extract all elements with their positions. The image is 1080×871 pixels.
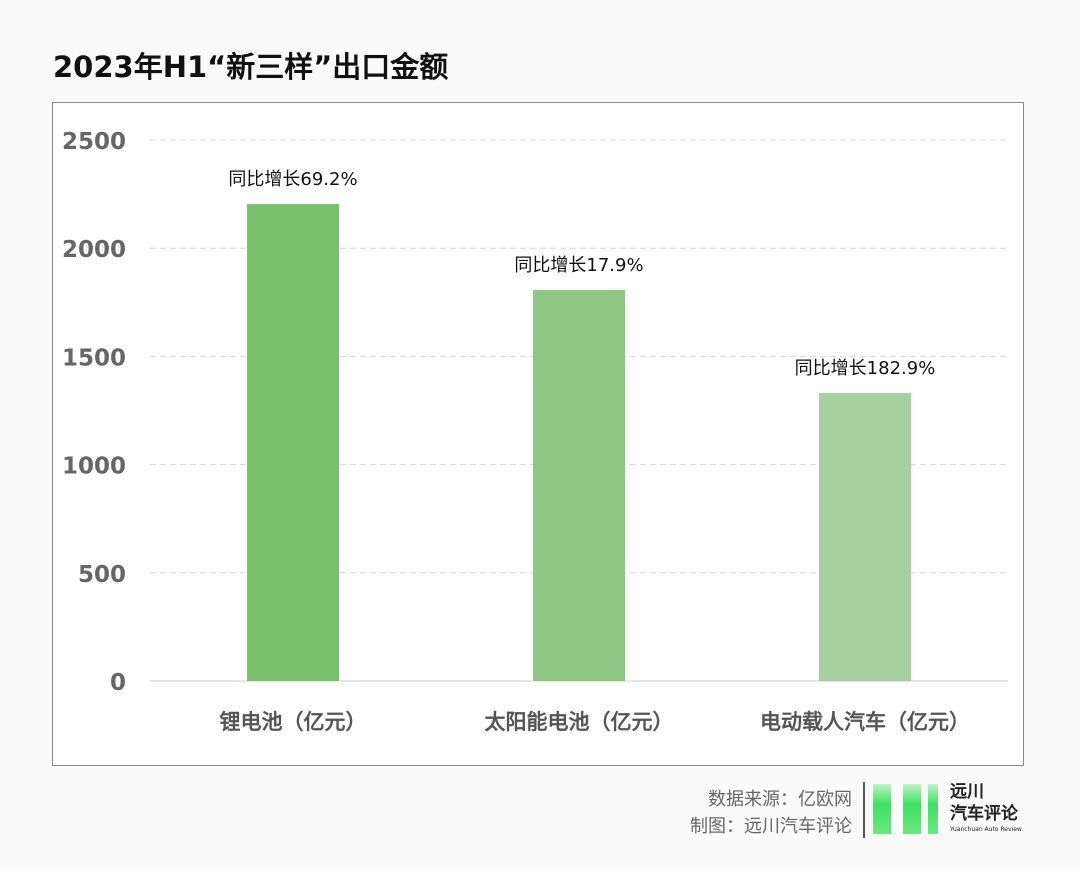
logo-mark-bar bbox=[903, 784, 921, 834]
x-tick-label: 太阳能电池（亿元） bbox=[485, 710, 674, 734]
y-tick-label: 2500 bbox=[62, 129, 126, 155]
y-tick-label: 0 bbox=[110, 670, 126, 696]
chart-title: 2023年H1“新三样”出口金额 bbox=[53, 50, 449, 84]
logo-mark-bar bbox=[873, 784, 891, 834]
logo-text-1: 远川 bbox=[950, 782, 984, 802]
bar bbox=[533, 289, 625, 681]
source-note: 数据来源：亿欧网 制图：远川汽车评论 bbox=[690, 786, 852, 840]
logo-mark-bar bbox=[928, 784, 938, 834]
data-source: 数据来源：亿欧网 bbox=[708, 789, 852, 810]
logo-text-2: 汽车评论 bbox=[950, 804, 1018, 824]
y-tick-label: 2000 bbox=[62, 237, 126, 263]
data-label: 同比增长69.2% bbox=[228, 169, 357, 190]
y-tick-label: 1000 bbox=[62, 454, 126, 480]
y-tick-label: 500 bbox=[78, 562, 126, 588]
logo-subtitle: Yuanchuan Auto Review bbox=[950, 826, 1022, 833]
data-label: 同比增长182.9% bbox=[795, 358, 936, 379]
x-tick-label: 锂电池（亿元） bbox=[220, 710, 367, 734]
brand-logo: 远川 汽车评论 Yuanchuan Auto Review bbox=[863, 780, 1063, 840]
chart-credit: 制图：远川汽车评论 bbox=[690, 816, 852, 837]
x-tick-label: 电动载人汽车（亿元） bbox=[760, 710, 970, 734]
logo-divider bbox=[863, 782, 865, 838]
y-tick-label: 1500 bbox=[62, 345, 126, 371]
bar bbox=[819, 392, 911, 681]
bar bbox=[247, 204, 339, 682]
data-label: 同比增长17.9% bbox=[514, 255, 643, 276]
